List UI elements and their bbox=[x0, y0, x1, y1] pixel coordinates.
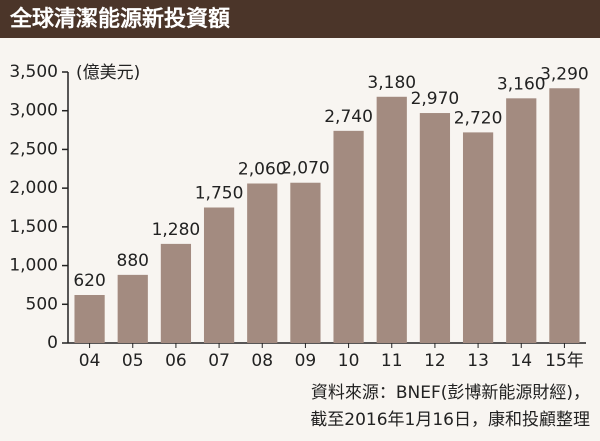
source-note: 截至2016年1月16日，康和投顧整理 bbox=[310, 410, 590, 430]
x-tick-label: 07 bbox=[208, 351, 230, 371]
value-label: 2,740 bbox=[324, 107, 373, 127]
value-label: 1,280 bbox=[152, 220, 201, 240]
bar bbox=[74, 294, 105, 343]
value-label: 3,160 bbox=[497, 74, 546, 94]
bar bbox=[376, 96, 407, 343]
x-tick-label: 13 bbox=[467, 351, 489, 371]
bar bbox=[290, 182, 321, 343]
bar bbox=[203, 207, 235, 343]
chart-title: 全球清潔能源新投資額 bbox=[9, 6, 230, 32]
value-label: 3,180 bbox=[367, 73, 416, 93]
y-tick-label: 500 bbox=[26, 294, 58, 314]
x-tick-label: 08 bbox=[251, 351, 273, 371]
value-label: 620 bbox=[73, 271, 105, 291]
x-tick-label: 11 bbox=[381, 351, 403, 371]
y-tick-label: 3,000 bbox=[9, 101, 58, 121]
y-tick-label: 0 bbox=[47, 333, 58, 353]
value-label: 2,070 bbox=[281, 159, 330, 179]
title-bar bbox=[0, 0, 600, 38]
x-tick-label: 14 bbox=[510, 351, 532, 371]
x-tick-label: 10 bbox=[338, 351, 360, 371]
x-tick-label: 12 bbox=[424, 351, 446, 371]
y-tick-label: 3,500 bbox=[9, 62, 58, 82]
value-label: 3,290 bbox=[540, 64, 589, 84]
bar bbox=[247, 183, 278, 343]
bar bbox=[117, 274, 148, 343]
value-label: 880 bbox=[117, 251, 149, 271]
x-tick-label: 06 bbox=[165, 351, 187, 371]
bar bbox=[419, 113, 451, 343]
source-note: 資料來源：BNEF(彭博新能源財經)， bbox=[311, 383, 590, 403]
value-label: 1,750 bbox=[195, 184, 244, 204]
bar bbox=[549, 88, 580, 343]
value-label: 2,970 bbox=[411, 89, 460, 109]
x-tick-label: 05 bbox=[122, 351, 144, 371]
bar bbox=[333, 130, 364, 343]
unit-label: (億美元) bbox=[76, 63, 140, 83]
y-tick-label: 2,500 bbox=[9, 139, 58, 159]
bar bbox=[160, 243, 192, 343]
value-label: 2,720 bbox=[454, 108, 503, 128]
y-tick-label: 2,000 bbox=[9, 178, 58, 198]
bar bbox=[506, 98, 537, 343]
bar bbox=[462, 132, 494, 343]
x-tick-label: 09 bbox=[295, 351, 317, 371]
x-tick-label: 04 bbox=[79, 351, 101, 371]
x-tick-label: 15年 bbox=[545, 351, 584, 371]
value-label: 2,060 bbox=[238, 159, 287, 179]
y-tick-label: 1,500 bbox=[9, 217, 58, 237]
y-tick-label: 1,000 bbox=[9, 256, 58, 276]
